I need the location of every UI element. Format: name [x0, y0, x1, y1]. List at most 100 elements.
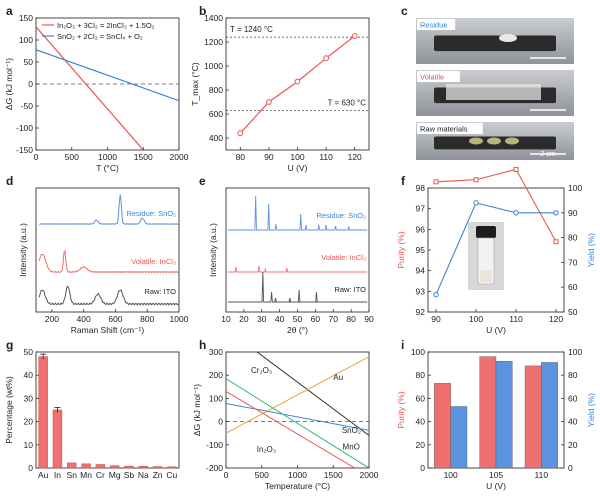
panel-a-xtick-label: 2000: [170, 152, 189, 162]
panel-i-ytick-label: 40: [416, 417, 426, 427]
panel-i-ytick-label: 20: [416, 440, 426, 450]
panel-b-point: [351, 33, 358, 39]
panel-c-volatile-deposit: [446, 84, 541, 100]
panel-e-trace-label: Volatile: InCl₃: [321, 253, 366, 262]
panel-e-xtick-label: 80: [346, 314, 356, 324]
panel-d-xtick-label: 800: [140, 314, 154, 324]
panel-f-right-ytick-label: 60: [568, 282, 578, 292]
panel-letter-g: g: [6, 338, 13, 352]
panel-i-ytick-label: 100: [411, 347, 425, 357]
panel-c-label-bg: [417, 19, 456, 30]
panel-letter-b: b: [199, 4, 206, 18]
panel-c-raw-sample: [505, 137, 519, 145]
panel-g-bar: [124, 465, 134, 469]
panel-c-label: Raw materials: [420, 125, 468, 134]
panel-h-ytick-label: 300: [209, 347, 223, 357]
panel-f-ytick-label: 93: [416, 286, 426, 296]
panel-b-ytick-label: 1400: [204, 13, 223, 23]
panel-g-category-label: Mg: [109, 470, 121, 480]
panel-letter-i: i: [401, 338, 404, 352]
panel-h-ytick-label: 200: [209, 370, 223, 380]
panel-c-label-bg: [417, 71, 460, 82]
panel-g-bar: [81, 463, 91, 469]
panel-i-category-label: 110: [535, 470, 549, 480]
panel-c-boat: [434, 35, 556, 52]
panel-i-ylabel: Purity (%): [396, 391, 406, 428]
panel-f-right-ytick-label: 90: [568, 208, 578, 218]
panel-c-label: Volatile: [420, 73, 444, 82]
panel-b-line: [239, 35, 356, 134]
panel-b-point: [323, 55, 330, 62]
panel-g-category-label: Zn: [153, 470, 163, 480]
panel-i-right-ytick-label: 0: [568, 463, 573, 473]
panel-g-ytick-label: 30: [24, 393, 34, 403]
panel-f-purity-point: [433, 179, 439, 185]
panel-g-bar: [38, 356, 48, 469]
panel-h-series-0: [256, 352, 369, 436]
panel-a-legend-label: SnO₂ + 2Cl₂ = SnCl₄ + O₂: [57, 32, 143, 41]
panel-e-residue-pattern: [227, 195, 368, 231]
panel-e-xtick-label: 20: [239, 314, 249, 324]
panel-f-ytick-label: 97: [416, 204, 426, 214]
panel-i-right-ytick-label: 100: [568, 347, 582, 357]
panel-f-xlabel: U (V): [486, 325, 506, 335]
panel-h-xtick-label: 2000: [360, 470, 379, 480]
panel-g-bar: [67, 462, 77, 469]
panel-b-xtick-label: 110: [319, 152, 333, 162]
panel-h-ylabel: ΔG (kJ mol⁻¹): [192, 384, 202, 436]
panel-g-bar: [152, 466, 163, 469]
panel-f-xtick-label: 110: [509, 314, 523, 324]
panel-i-bar-purity: [479, 356, 497, 469]
panel-a-ytick-label: 150: [19, 13, 33, 23]
panel-i-bar-yield: [450, 406, 468, 469]
panel-h-series-2: [226, 403, 369, 431]
panel-f-right-ytick-label: 50: [568, 307, 578, 317]
panel-i-bar-yield: [495, 361, 513, 469]
panel-f-yield-point: [513, 210, 519, 216]
panel-h-series-label: Cr₂O₃: [251, 366, 272, 375]
panel-i-right-ytick-label: 20: [568, 440, 578, 450]
panel-i-category-label: 100: [444, 470, 458, 480]
panel-d-volatile-spectrum: [38, 249, 179, 274]
panel-a-series-1: [36, 49, 179, 102]
panel-b-point: [294, 78, 301, 85]
panel-i-right-ytick-label: 80: [568, 370, 578, 380]
panel-c-raw-sample: [487, 137, 501, 145]
panel-g-ytick-label: 10: [24, 440, 34, 450]
panel-e-xtick-label: 60: [311, 314, 321, 324]
panel-e-volatile-pattern: [227, 265, 368, 273]
panel-d-residue-spectrum: [39, 194, 179, 225]
panel-c-scale-label: 2 cm: [540, 151, 555, 158]
panel-a-ytick-label: 100: [19, 35, 33, 45]
panel-e-xtick-label: 30: [257, 314, 267, 324]
panel-g-category-label: Sb: [124, 470, 135, 480]
panel-d-frame: [35, 187, 180, 313]
panel-b-xlabel: U (V): [288, 163, 308, 173]
panel-g-category-label: Au: [38, 470, 49, 480]
panel-a-xtick-label: 1000: [98, 152, 117, 162]
panel-a-ytick-label: -50: [21, 101, 34, 111]
panel-f-xtick-label: 90: [431, 314, 441, 324]
panel-i-xlabel: U (V): [486, 481, 506, 491]
panel-e-trace-label: Raw: ITO: [334, 285, 366, 294]
panel-i-ytick-label: 80: [416, 370, 426, 380]
panel-letter-c: c: [401, 4, 408, 18]
panel-letter-h: h: [199, 338, 206, 352]
panel-c-raw-sample: [469, 137, 483, 145]
panel-g-ytick-label: 50: [24, 347, 34, 357]
panel-d-trace-label: Raw: ITO: [144, 287, 176, 296]
panel-i-bar-purity: [434, 383, 451, 469]
panel-h-series-1: [226, 356, 369, 434]
panel-g-category-label: Cr: [96, 470, 105, 480]
panel-letter-d: d: [6, 174, 13, 188]
panel-d-raw-spectrum: [38, 285, 179, 306]
panel-e-xtick-label: 50: [293, 314, 303, 324]
panel-f-purity-line: [435, 168, 557, 242]
panel-f-purity-point: [553, 239, 559, 245]
panel-h-ytick-label: -200: [206, 463, 223, 473]
panel-letter-e: e: [199, 174, 206, 188]
panel-f-ytick-label: 92: [416, 307, 426, 317]
panel-f-vial-powder: [480, 270, 492, 282]
panel-i-ytick-label: 0: [420, 463, 425, 473]
